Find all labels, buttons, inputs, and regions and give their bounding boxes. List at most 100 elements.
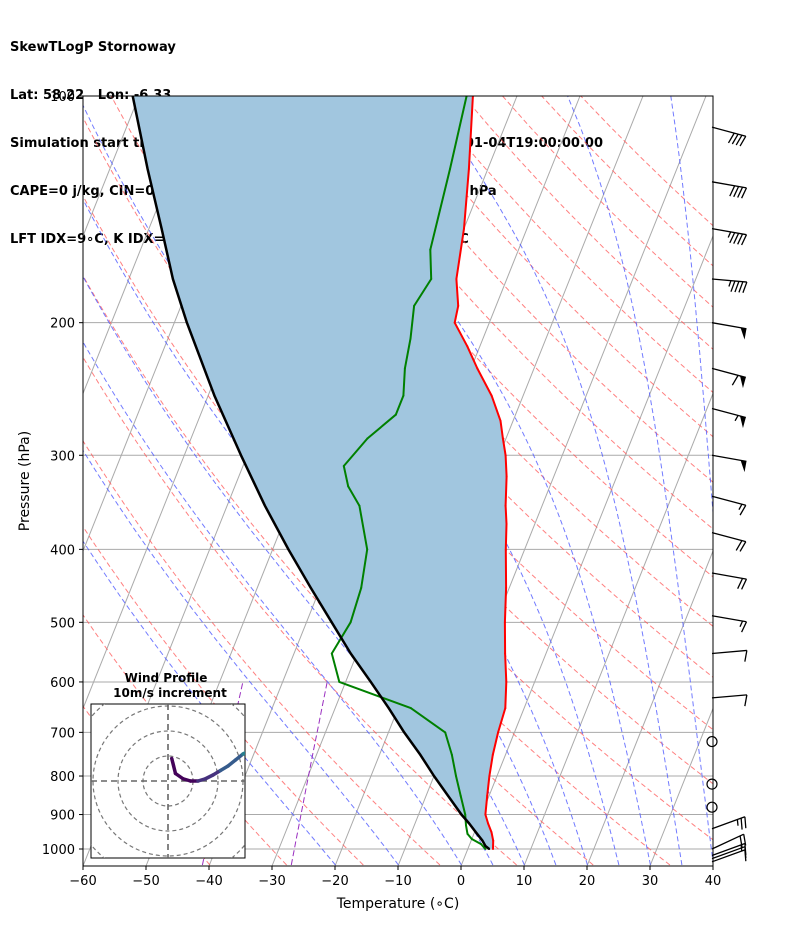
parcel-point <box>447 794 450 797</box>
dewpoint-point <box>480 843 483 846</box>
dry-adiabat <box>149 96 713 731</box>
dewpoint-point <box>403 367 406 370</box>
hodograph-segment <box>288 738 303 740</box>
hodograph-title: Wind Profile <box>125 671 208 685</box>
mixing-ratio-line <box>290 681 328 866</box>
parcel-point <box>468 822 471 825</box>
wind-barb <box>711 572 748 590</box>
parcel-point <box>433 775 435 777</box>
wind-barb <box>711 649 748 662</box>
temperature-point <box>492 839 495 842</box>
parcel-point <box>185 321 188 324</box>
parcel-point <box>387 707 390 710</box>
x-tick-label: −60 <box>69 874 96 889</box>
temperature-point <box>455 278 458 280</box>
temperature-point <box>501 437 504 440</box>
wind-barb <box>711 407 746 429</box>
calm-wind-circle <box>706 778 718 790</box>
isotherm-line <box>712 864 713 866</box>
temperature-point <box>504 548 507 551</box>
parcel-point <box>484 845 487 847</box>
parcel-point <box>263 504 266 507</box>
dewpoint-point <box>459 794 462 797</box>
y-tick-label: 900 <box>50 809 75 824</box>
wind-barb <box>711 842 747 857</box>
hodograph-segment <box>333 734 348 735</box>
x-tick-label: −20 <box>321 874 348 889</box>
temperature-point <box>457 304 460 307</box>
parcel-point <box>160 227 163 230</box>
temperature-point <box>505 586 508 589</box>
dewpoint-point <box>394 413 397 416</box>
parcel-point <box>171 278 174 280</box>
dewpoint-point <box>455 775 457 777</box>
instability-shading <box>132 96 507 849</box>
dry-adiabat <box>267 96 713 578</box>
isotherm-line <box>649 707 713 866</box>
dewpoint-point <box>444 731 447 734</box>
temperature-point <box>497 731 500 734</box>
parcel-point <box>349 652 352 655</box>
temperature-point <box>504 707 507 710</box>
hodograph-segment <box>258 742 273 747</box>
temperature-point <box>504 454 507 457</box>
dry-adiabat <box>83 440 441 866</box>
hodograph-segment <box>348 733 363 734</box>
hodograph-subtitle: 10m/s increment <box>113 686 227 700</box>
x-tick-label: 20 <box>579 874 596 889</box>
moist-adiabat <box>567 96 713 866</box>
isotherm-line <box>83 96 140 238</box>
dewpoint-point <box>330 652 333 655</box>
x-tick-label: 10 <box>516 874 533 889</box>
temperature-point <box>504 652 507 655</box>
dewpoint-point <box>465 824 467 827</box>
temperature-point <box>491 753 494 756</box>
x-tick-label: 40 <box>705 874 722 889</box>
x-axis-label: Temperature (∘C) <box>336 896 460 912</box>
isotherm-line <box>0 96 13 866</box>
hodograph-segment <box>273 739 288 742</box>
temperature-point <box>499 419 502 422</box>
parcel-point <box>369 680 372 683</box>
moist-adiabat <box>133 96 588 866</box>
temperature-point <box>505 475 508 478</box>
dry-adiabat <box>580 96 713 227</box>
calm-wind-circle <box>706 735 718 748</box>
y-tick-label: 500 <box>50 616 75 631</box>
hodograph-segment <box>318 735 333 737</box>
dewpoint-point <box>342 465 345 467</box>
temperature-point <box>486 794 489 797</box>
y-tick-label: 800 <box>50 770 75 785</box>
y-tick-label: 700 <box>50 726 75 741</box>
wind-barb <box>711 454 747 473</box>
y-tick-label: 100 <box>50 90 75 105</box>
y-tick-label: 400 <box>50 543 75 558</box>
dry-adiabat <box>345 96 713 483</box>
parcel-point <box>474 831 477 834</box>
x-tick-label: −10 <box>384 874 411 889</box>
y-tick-label: 600 <box>50 676 75 691</box>
temperature-point <box>505 522 508 525</box>
y-tick-label: 300 <box>50 449 75 464</box>
parcel-point <box>213 394 216 397</box>
parcel-point <box>240 454 242 457</box>
dry-adiabat <box>463 96 713 350</box>
y-tick-label: 1000 <box>42 843 75 858</box>
temperature-point <box>476 367 479 370</box>
dewpoint-point <box>366 437 369 440</box>
temperature-point <box>463 227 465 230</box>
parcel-point <box>481 839 484 842</box>
temperature-point <box>453 321 456 324</box>
dry-adiabat <box>83 525 364 866</box>
wind-barb <box>711 322 747 340</box>
dewpoint-point <box>409 337 412 340</box>
isotherm-line <box>0 96 76 866</box>
temperature-point <box>503 621 506 624</box>
parcel-point <box>460 813 463 816</box>
hodograph-ring <box>117 730 219 832</box>
dewpoint-point <box>484 848 487 850</box>
x-tick-label: 0 <box>457 874 465 889</box>
wind-barb <box>711 531 747 552</box>
dewpoint-point <box>430 278 433 280</box>
